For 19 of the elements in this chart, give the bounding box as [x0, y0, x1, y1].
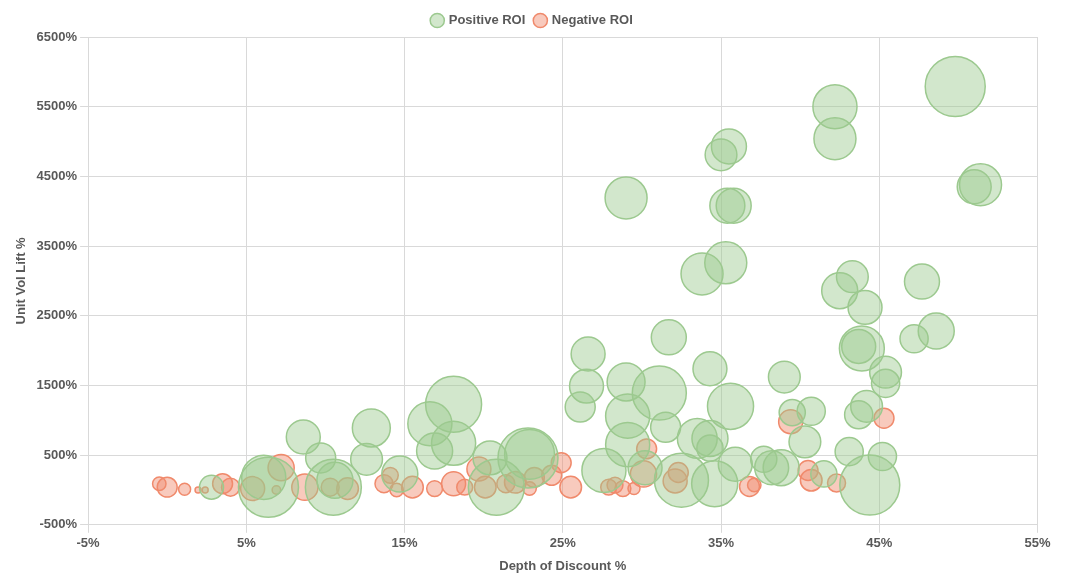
x-tick-label: 35%: [708, 535, 735, 551]
y-tick-label: 6500%: [36, 28, 78, 44]
y-tick-label: 2500%: [36, 307, 78, 323]
x-tick-label: -5%: [76, 535, 101, 551]
x-tick-label: 45%: [866, 535, 893, 551]
y-axis-title: Unit Vol Lift %: [13, 236, 29, 325]
y-tick-label: 1500%: [36, 377, 78, 393]
y-tick-label: -500%: [39, 516, 78, 532]
x-tick-label: 25%: [549, 535, 577, 551]
y-tick-label: 500%: [43, 446, 78, 462]
x-tick-label: 15%: [391, 535, 418, 551]
y-tick-label: 5500%: [36, 98, 78, 114]
legend-label: Negative ROI: [551, 12, 633, 28]
legend-label: Positive ROI: [448, 12, 526, 28]
x-tick-label: 5%: [236, 535, 257, 551]
y-tick-label: 3500%: [36, 237, 78, 253]
x-axis-title: Depth of Discount %: [499, 557, 627, 573]
x-tick-label: 55%: [1024, 535, 1051, 551]
y-tick-label: 4500%: [36, 167, 78, 183]
